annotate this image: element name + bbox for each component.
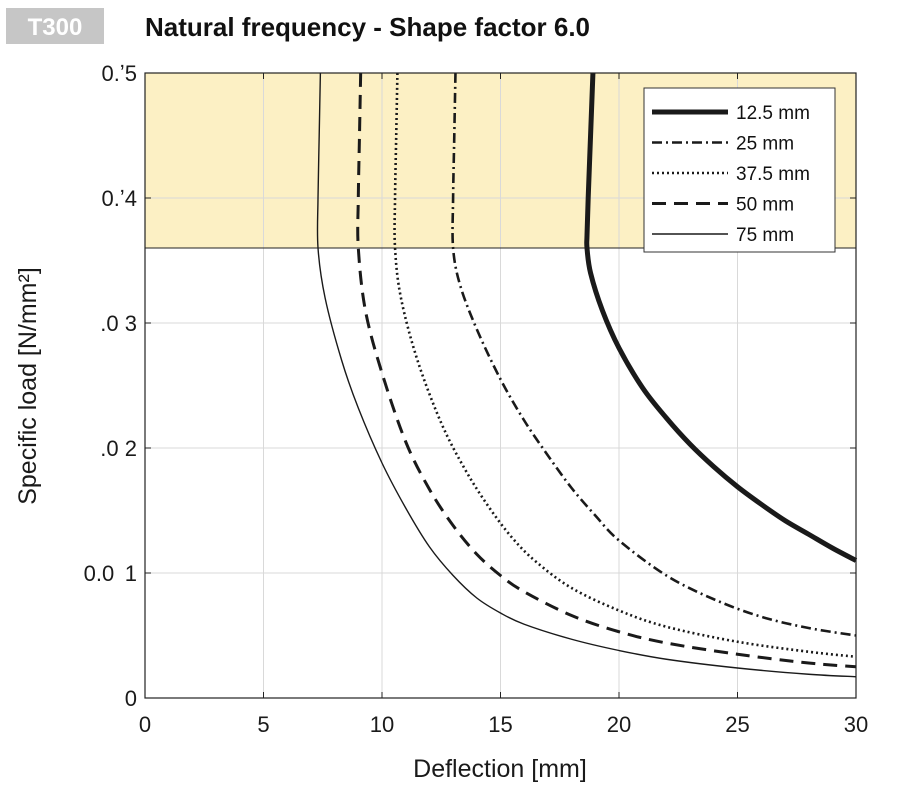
badge-label: T300 <box>28 14 83 41</box>
chart-title: Natural frequency - Shape factor 6.0 <box>145 12 590 42</box>
x-tick-label: 15 <box>488 712 512 737</box>
y-tick-labels: 0 0.0 1 .0 2 .0 3 0.ʼ4 0.ʼ5 <box>84 61 137 711</box>
x-tick-label: 0 <box>139 712 151 737</box>
legend-box <box>643 87 836 253</box>
legend-label: 12.5 mm <box>736 103 810 124</box>
grid <box>145 73 856 698</box>
series-line-50-mm <box>356 72 857 669</box>
series-line-37-5-mm <box>393 72 857 659</box>
x-tick-label: 5 <box>257 712 269 737</box>
series-group <box>316 72 858 678</box>
y-axis-title: Specific load [N/mm²] <box>14 267 42 505</box>
axis-ticks <box>144 72 857 699</box>
x-tick-label: 10 <box>370 712 394 737</box>
x-tick-label: 25 <box>725 712 749 737</box>
x-axis-title: Deflection [mm] <box>413 755 587 783</box>
legend-label: 37.5 mm <box>736 164 810 185</box>
x-tick-labels: 0 5 10 15 20 25 30 <box>139 712 868 737</box>
y-tick-label: 0.ʼ5 <box>102 61 137 86</box>
y-tick-label: 0.0 1 <box>84 561 137 586</box>
legend-label: 50 mm <box>736 195 794 216</box>
y-tick-label: .0 3 <box>100 311 137 336</box>
x-tick-label: 20 <box>607 712 631 737</box>
series-line-12-5-mm <box>584 72 858 563</box>
y-tick-label: 0.ʼ4 <box>102 186 137 211</box>
x-tick-label: 30 <box>844 712 868 737</box>
series-line-75-mm <box>316 72 857 678</box>
badge-background <box>6 8 104 44</box>
legend-label: 25 mm <box>736 134 794 155</box>
y-tick-label: 0 <box>125 686 137 711</box>
series-line-25-mm <box>451 72 857 637</box>
legend: 12.5 mm 25 mm 37.5 mm 50 mm 75 mm <box>643 87 836 253</box>
y-tick-label: .0 2 <box>100 436 137 461</box>
legend-label: 75 mm <box>736 225 794 246</box>
